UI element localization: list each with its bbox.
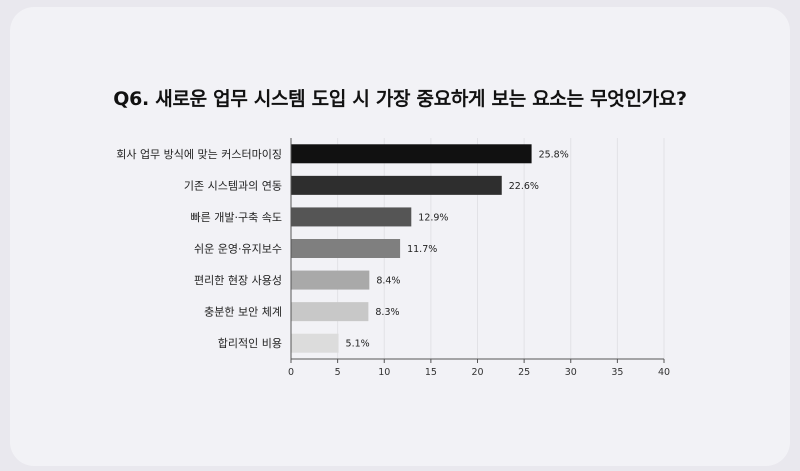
bar	[291, 144, 532, 164]
chart-title: Q6. 새로운 업무 시스템 도입 시 가장 중요하게 보는 요소는 무엇인가요…	[113, 88, 687, 110]
x-tick-label: 40	[658, 367, 670, 378]
category-label: 기존 시스템과의 연동	[184, 179, 282, 192]
value-label: 22.6%	[509, 181, 539, 192]
x-tick-label: 0	[288, 367, 294, 378]
bar	[291, 333, 339, 353]
x-tick-label: 30	[565, 367, 577, 378]
x-tick-label: 25	[518, 367, 530, 378]
chart-card	[10, 7, 790, 466]
x-tick-label: 15	[425, 367, 437, 378]
bar	[291, 302, 369, 322]
category-label: 충분한 보안 체계	[204, 306, 282, 319]
bar	[291, 270, 370, 290]
value-label: 8.3%	[375, 307, 399, 318]
value-label: 25.8%	[539, 149, 569, 160]
category-label: 쉬운 운영·유지보수	[194, 243, 282, 256]
value-label: 5.1%	[346, 339, 370, 350]
x-tick-label: 35	[611, 367, 623, 378]
value-label: 11.7%	[407, 244, 437, 255]
x-tick-label: 5	[335, 367, 341, 378]
value-label: 12.9%	[418, 212, 448, 223]
value-label: 8.4%	[376, 276, 400, 287]
category-label: 편리한 현장 사용성	[194, 274, 282, 287]
category-label: 합리적인 비용	[218, 337, 282, 350]
x-tick-label: 10	[378, 367, 390, 378]
bar	[291, 239, 401, 258]
x-tick-label: 20	[471, 367, 483, 378]
bar	[291, 175, 502, 195]
bar	[291, 207, 412, 227]
category-label: 회사 업무 방식에 맞는 커스터마이징	[116, 148, 282, 161]
category-label: 빠른 개발·구축 속도	[191, 211, 282, 224]
